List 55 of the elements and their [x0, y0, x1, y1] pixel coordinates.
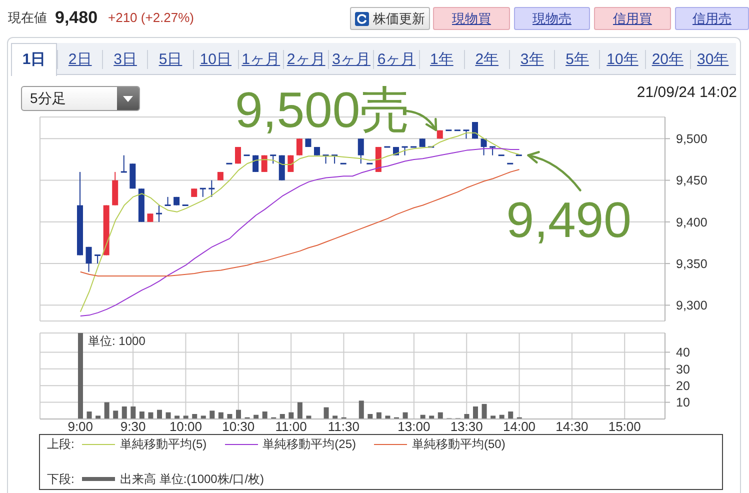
y-tick-label: 9,400 — [676, 215, 708, 230]
tab: 10日 — [192, 50, 238, 69]
x-tick-label: 10:30 — [222, 419, 255, 434]
y-tick-label: 40 — [676, 346, 690, 360]
x-tick-label: 14:30 — [556, 419, 588, 434]
x-tick-label: 9:30 — [120, 419, 146, 434]
legend-label: 単純移動平均(25) — [262, 436, 356, 452]
tab: 6ヶ月 — [373, 50, 419, 69]
y-tick-label: 9,350 — [676, 256, 708, 271]
tab: 30年 — [690, 50, 735, 69]
annotation: 9,500売 — [235, 82, 410, 138]
select-dropdown: 5分足 — [21, 86, 140, 111]
tab: 5年 — [554, 50, 600, 69]
x-tick-label: 11:00 — [275, 419, 307, 434]
x-tick-label: 13:00 — [398, 419, 430, 434]
x-tick-label: 15:00 — [608, 419, 641, 434]
text: 現在値 — [8, 10, 47, 25]
y-tick-label: 10 — [676, 396, 690, 410]
text: 9,480 — [55, 8, 98, 27]
tab: 20年 — [644, 50, 690, 69]
tab: 1日 — [11, 43, 57, 76]
button: 信用買 — [594, 7, 671, 30]
y-tick-label: 9,300 — [676, 298, 708, 313]
tab: 5日 — [147, 50, 193, 69]
tab: 2日 — [57, 50, 102, 69]
legend-label: 単純移動平均(5) — [120, 436, 207, 452]
y-tick-label: 20 — [676, 379, 690, 394]
button: 現物買 — [433, 7, 510, 30]
tab: 1ヶ月 — [238, 50, 283, 69]
button: 株価更新 — [350, 7, 430, 30]
legend-label: 出来高 単位:(1000株/口/枚) — [120, 470, 264, 488]
legend-title: 上段: — [47, 436, 76, 452]
tab: 3ヶ月 — [328, 50, 374, 69]
button: 現物売 — [514, 7, 590, 30]
x-tick-label: 13:30 — [450, 419, 483, 434]
legend-label: 単純移動平均(50) — [412, 436, 506, 452]
y-tick-label: 9,450 — [676, 174, 708, 188]
tab: 1年 — [418, 50, 464, 69]
tab: 3日 — [102, 50, 148, 69]
x-tick-label: 14:00 — [503, 419, 536, 434]
text: +210 (+2.27%) — [108, 10, 194, 25]
button: 信用売 — [675, 7, 749, 30]
tab: 2年 — [464, 50, 509, 69]
y-tick-label: 30 — [676, 362, 690, 376]
y-tick-label: 9,500 — [676, 132, 708, 146]
x-tick-label: 11:30 — [328, 419, 360, 434]
tab: 10年 — [599, 50, 645, 69]
legend-title: 下段: — [47, 470, 76, 488]
tab: 2ヶ月 — [283, 50, 328, 69]
text: 21/09/24 14:02 — [636, 84, 737, 101]
tab: 3年 — [509, 50, 554, 69]
annotation: 9,490 — [506, 192, 632, 248]
annotation: 単位: 1000 — [88, 334, 146, 348]
x-tick-label: 9:00 — [68, 419, 94, 434]
x-tick-label: 10:00 — [169, 419, 202, 434]
